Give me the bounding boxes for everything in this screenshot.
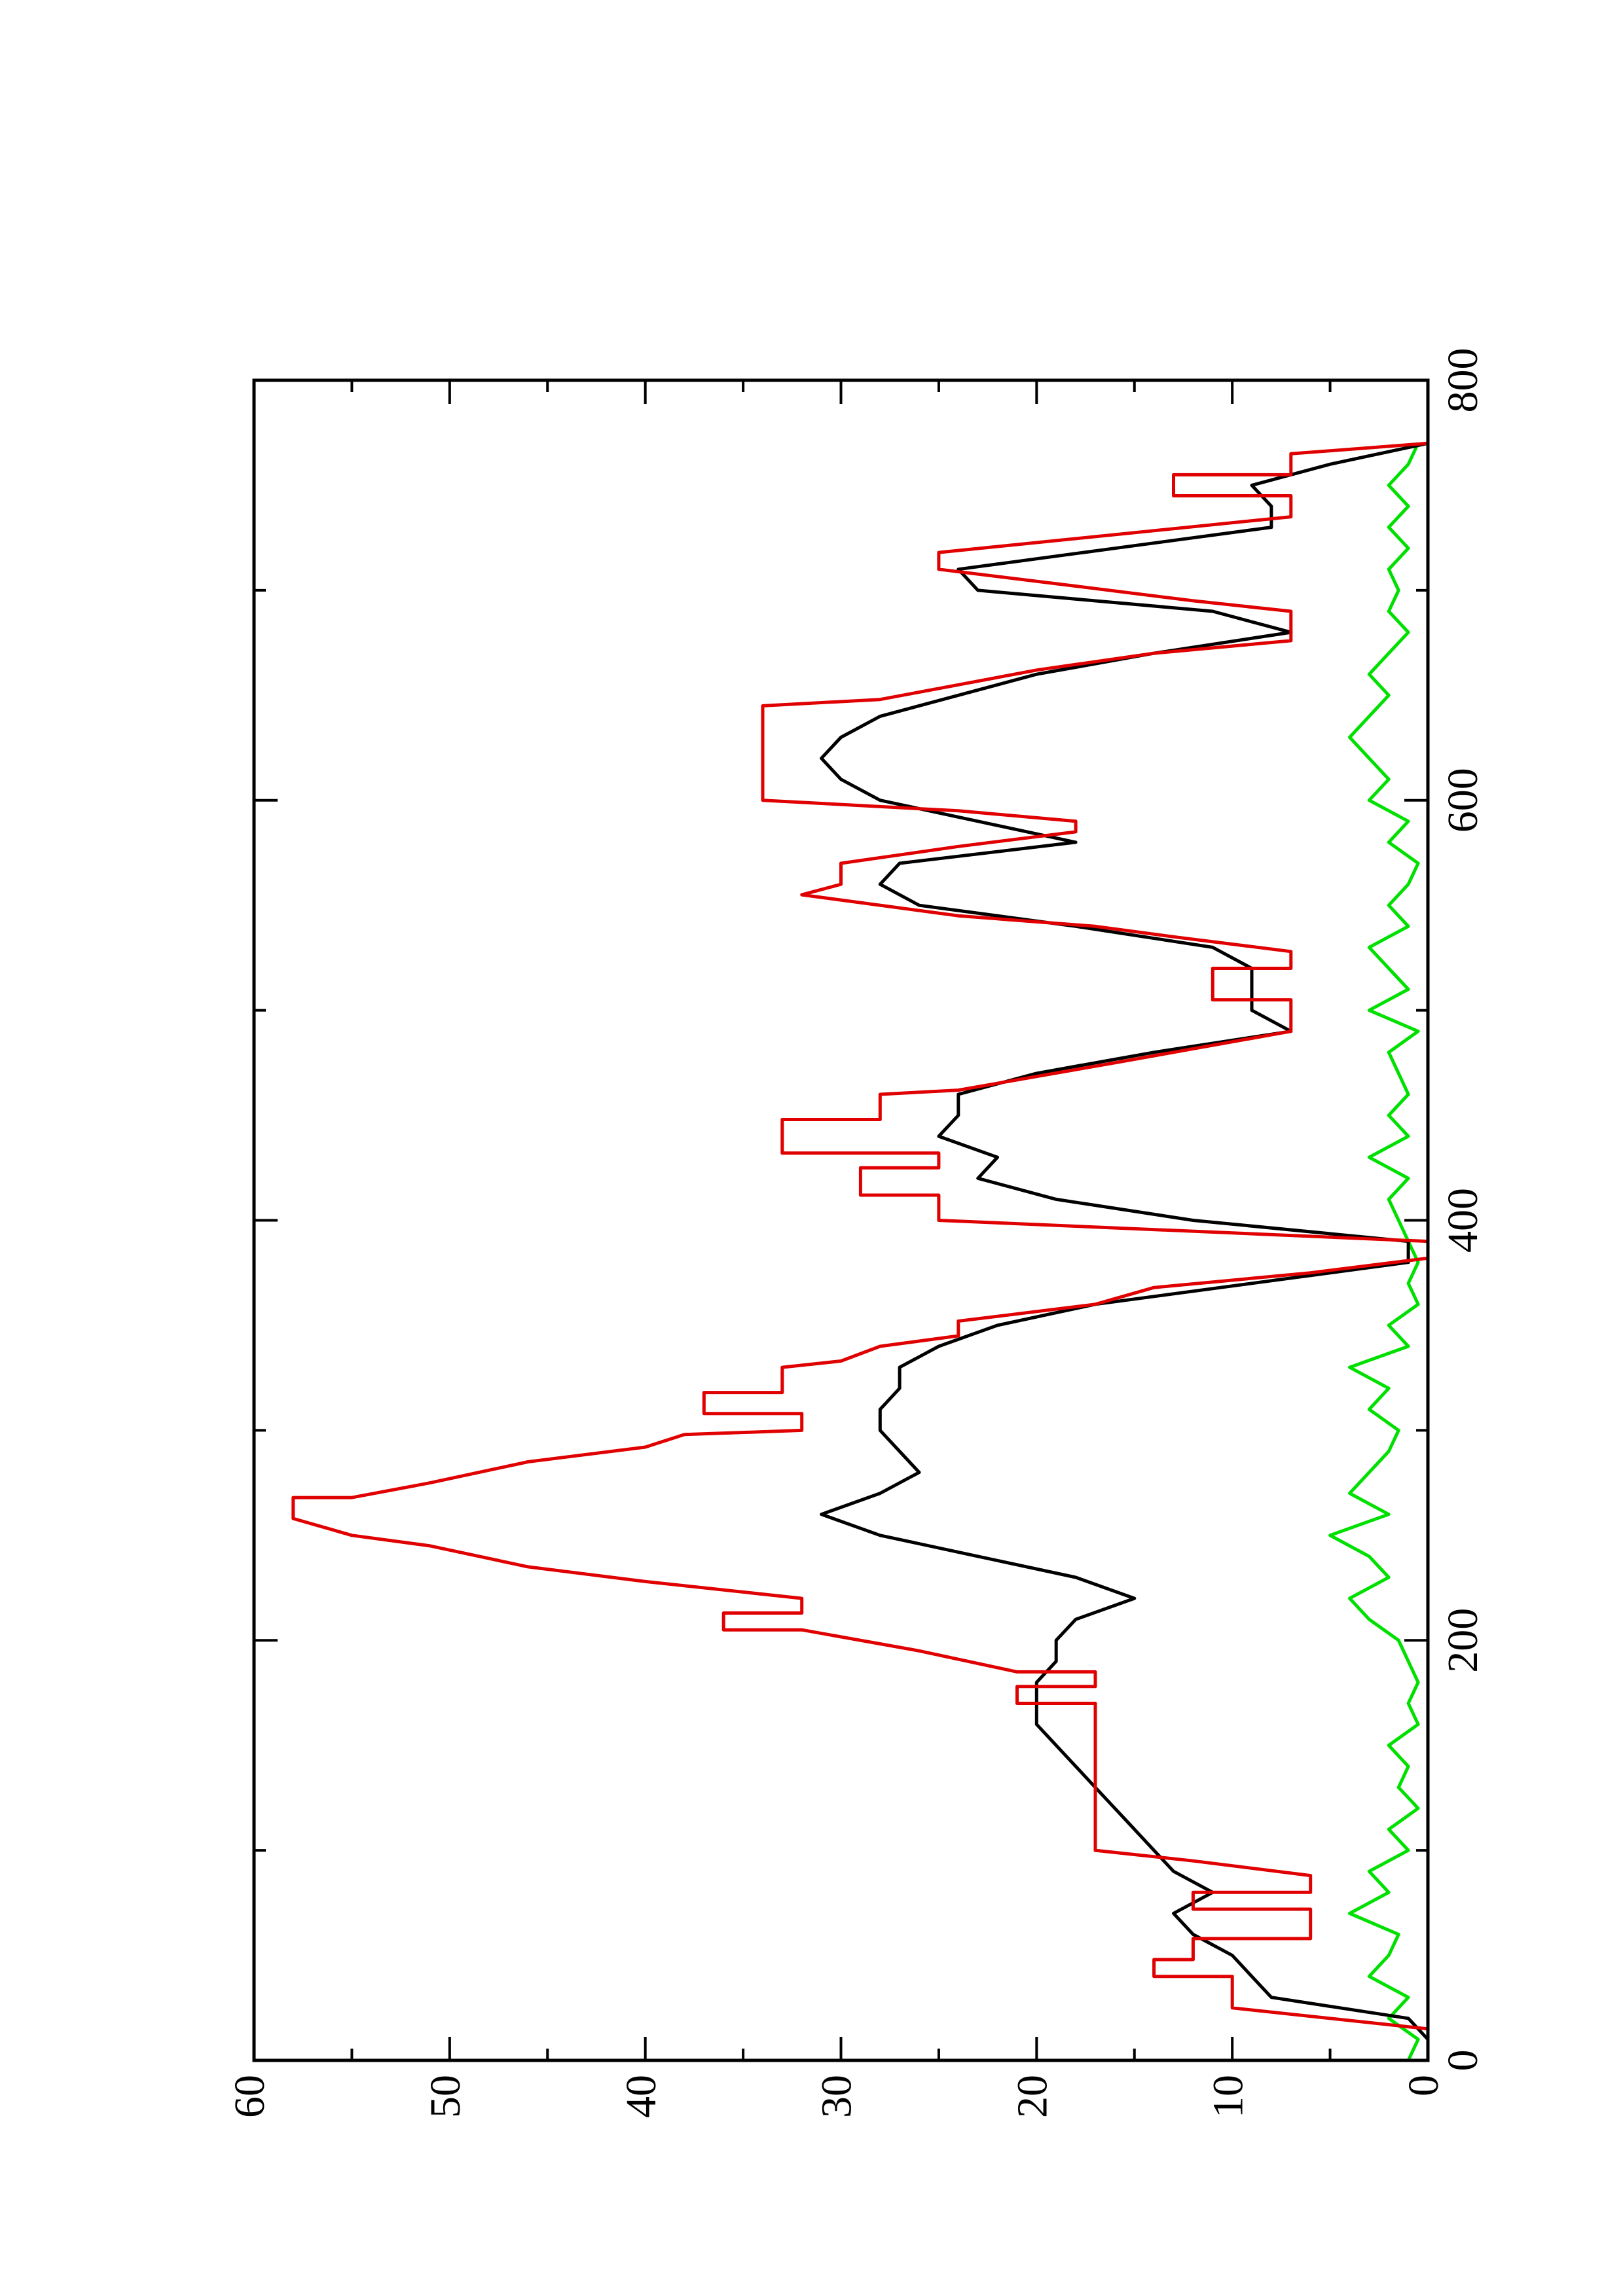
y-tick-label: 40 <box>617 2075 665 2118</box>
y-tick-label: 0 <box>1400 2075 1448 2096</box>
plot-frame <box>252 378 1430 2062</box>
x-tick-label: 400 <box>1439 1188 1487 1253</box>
y-tick-label: 60 <box>226 2075 274 2118</box>
x-tick-label: 600 <box>1439 768 1487 833</box>
data-line <box>1328 442 1420 2062</box>
x-tick-label: 800 <box>1439 348 1487 413</box>
x-tick-label: 200 <box>1439 1608 1487 1673</box>
y-tick-label: 10 <box>1204 2075 1252 2118</box>
y-tick-label: 30 <box>813 2075 861 2118</box>
data-line <box>820 441 1430 2060</box>
data-line <box>291 441 1430 2060</box>
y-tick-label: 50 <box>422 2075 469 2118</box>
plot-area: 0 200 400 600 800 0 10 20 30 40 50 60 <box>226 348 1487 2119</box>
x-tick-label: 0 <box>1439 2050 1487 2072</box>
y-tick-label: 20 <box>1008 2075 1056 2118</box>
